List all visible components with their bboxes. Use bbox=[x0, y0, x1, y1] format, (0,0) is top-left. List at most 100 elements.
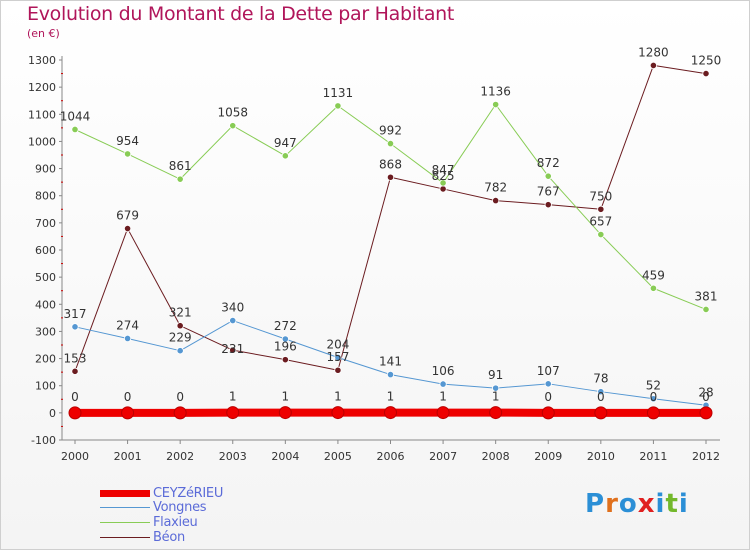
legend-item-flaxieu: Flaxieu bbox=[100, 515, 320, 531]
legend-label-beon: Béon bbox=[153, 530, 185, 545]
x-tick-label: 2009 bbox=[534, 450, 562, 463]
data-label: 157 bbox=[326, 350, 349, 364]
y-tick-label: 1200 bbox=[28, 81, 56, 94]
data-label: 153 bbox=[64, 351, 87, 365]
data-label: 1280 bbox=[638, 45, 669, 59]
y-tick-label: 1100 bbox=[28, 108, 56, 121]
data-point bbox=[439, 179, 447, 187]
chart-subtitle: (en €) bbox=[27, 27, 60, 40]
data-point bbox=[226, 406, 240, 420]
data-point bbox=[176, 175, 184, 183]
legend-item-ceyzerieu: CEYZéRIEU bbox=[100, 486, 320, 502]
data-point bbox=[544, 380, 552, 388]
y-tick-label: 200 bbox=[35, 353, 56, 366]
data-label: 1 bbox=[439, 390, 447, 404]
data-point bbox=[597, 388, 605, 396]
legend-label-ceyzerieu: CEYZéRIEU bbox=[153, 486, 224, 501]
data-point bbox=[123, 150, 132, 158]
legend-item-vongnes: Vongnes bbox=[100, 500, 320, 516]
data-point bbox=[594, 406, 608, 420]
data-label: 657 bbox=[589, 215, 612, 229]
data-label: 231 bbox=[221, 342, 244, 356]
data-point bbox=[281, 356, 289, 364]
x-tick-label: 2003 bbox=[219, 450, 247, 463]
y-tick-label: 900 bbox=[35, 163, 56, 176]
data-label: 381 bbox=[695, 289, 718, 303]
data-point bbox=[386, 370, 395, 379]
data-label: 196 bbox=[274, 340, 297, 354]
x-tick-label: 2012 bbox=[692, 450, 720, 463]
data-label: 1136 bbox=[480, 85, 511, 99]
data-label: 1044 bbox=[60, 109, 91, 123]
y-tick-label: 800 bbox=[35, 190, 56, 203]
x-tick-label: 2005 bbox=[324, 450, 352, 463]
data-label: 679 bbox=[116, 209, 139, 223]
data-label: 1250 bbox=[691, 54, 722, 68]
data-point bbox=[331, 406, 345, 420]
y-tick-label: 400 bbox=[35, 298, 56, 311]
data-point bbox=[702, 305, 710, 314]
data-label: 321 bbox=[169, 306, 192, 320]
data-point bbox=[597, 230, 605, 239]
data-label: 0 bbox=[597, 390, 605, 404]
data-label: 767 bbox=[537, 185, 560, 199]
data-label: 861 bbox=[169, 159, 192, 173]
data-label: 272 bbox=[274, 319, 297, 333]
data-label: 91 bbox=[488, 368, 503, 382]
x-tick-label: 2011 bbox=[639, 450, 667, 463]
data-label: 107 bbox=[537, 364, 560, 378]
data-point bbox=[68, 406, 82, 420]
y-tick-label: 600 bbox=[35, 244, 56, 257]
data-point bbox=[173, 406, 187, 420]
data-point bbox=[439, 380, 447, 388]
data-label: 0 bbox=[124, 390, 132, 404]
data-point bbox=[176, 322, 184, 330]
data-point bbox=[492, 384, 500, 392]
data-label: 847 bbox=[432, 163, 455, 177]
data-label: 317 bbox=[64, 307, 87, 321]
y-tick-label: -100 bbox=[31, 434, 56, 447]
data-label: 141 bbox=[379, 355, 402, 369]
data-label: 1058 bbox=[217, 106, 248, 120]
data-point bbox=[71, 125, 79, 134]
x-tick-label: 2000 bbox=[61, 450, 89, 463]
data-point bbox=[544, 172, 552, 180]
data-label: 459 bbox=[642, 268, 665, 282]
data-label: 1 bbox=[492, 390, 500, 404]
data-label: 782 bbox=[484, 181, 507, 195]
data-point bbox=[649, 284, 658, 292]
data-label: 52 bbox=[646, 379, 661, 393]
data-label: 274 bbox=[116, 318, 139, 332]
data-label: 825 bbox=[432, 169, 455, 183]
data-point bbox=[123, 334, 132, 343]
data-label: 1 bbox=[282, 390, 290, 404]
data-label: 750 bbox=[589, 189, 612, 203]
data-point bbox=[492, 100, 500, 109]
data-point bbox=[597, 205, 605, 213]
data-label: 340 bbox=[221, 301, 244, 315]
data-label: 28 bbox=[698, 385, 713, 399]
data-point bbox=[123, 224, 132, 233]
data-point bbox=[646, 406, 660, 420]
data-label: 204 bbox=[326, 337, 349, 351]
data-point bbox=[71, 323, 79, 331]
data-label: 0 bbox=[702, 390, 710, 404]
x-tick-label: 2007 bbox=[429, 450, 457, 463]
data-label: 1 bbox=[387, 390, 395, 404]
data-point bbox=[334, 102, 342, 110]
data-point bbox=[176, 347, 184, 355]
data-point bbox=[649, 395, 658, 403]
data-label: 0 bbox=[650, 390, 658, 404]
y-tick-label: 100 bbox=[35, 380, 56, 393]
data-point bbox=[334, 366, 342, 374]
data-point bbox=[281, 152, 289, 160]
data-point bbox=[489, 406, 503, 420]
data-point bbox=[699, 406, 713, 420]
x-tick-label: 2002 bbox=[166, 450, 194, 463]
data-label: 1 bbox=[334, 390, 342, 404]
data-point bbox=[439, 185, 447, 193]
data-label: 0 bbox=[71, 390, 79, 404]
data-label: 106 bbox=[432, 364, 455, 378]
chart-title: Evolution du Montant de la Dette par Hab… bbox=[27, 3, 455, 25]
